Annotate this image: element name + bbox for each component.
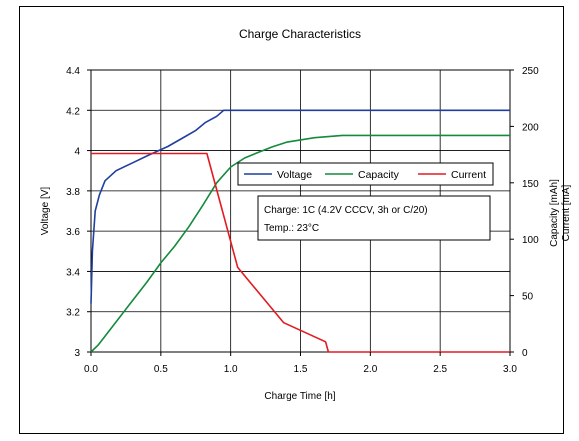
y-tick-label-right: 50 [522,292,534,303]
legend-label-current: Current [451,169,486,181]
y-tick-label-left: 4 [74,147,80,158]
x-tick-label: 1.5 [294,364,308,375]
legend: Voltage Capacity Current [237,162,494,186]
x-tick-label: 0.0 [84,364,98,375]
chart-title: Charge Characteristics [239,27,361,41]
y-tick-label-left: 3.6 [66,227,80,238]
y-tick-label-right: 250 [522,66,539,77]
y-tick-label-left: 3.2 [66,308,80,319]
series-line-voltage [90,109,510,304]
series-line-current [91,152,510,353]
legend-label-voltage: Voltage [277,169,312,181]
y-tick-label-left: 4.4 [66,66,80,77]
tick-labels: 0.0 0.5 1.0 1.5 2.0 2.5 3.0 3 3.2 3.4 3.6 3.8 4 4.2 4.… [66,66,539,375]
annotation-box [257,195,491,241]
x-tick-label: 0.5 [154,364,168,375]
x-tick-label: 2.0 [363,364,377,375]
annotation-line-temp: Temp.: 23°C [264,223,319,234]
annotation: Charge: 1C (4.2V CCCV, 3h or C/20) Temp.… [257,195,491,241]
y-axis-label-right-current: Current [mA] [561,184,572,241]
annotation-line-charge: Charge: 1C (4.2V CCCV, 3h or C/20) [264,205,428,216]
y-tick-label-left: 3 [74,348,80,359]
y-tick-label-right: 0 [522,348,528,359]
x-tick-label: 1.0 [224,364,238,375]
series-layer [90,109,510,353]
y-tick-label-left: 3.8 [66,187,80,198]
legend-label-capacity: Capacity [358,169,400,181]
y-axis-label-left: Voltage [V] [40,187,51,236]
y-tick-label-left: 4.2 [66,106,80,117]
y-axis-label-right-capacity: Capacity [mAh] [549,179,560,247]
x-tick-label: 3.0 [503,364,517,375]
y-tick-label-left: 3.4 [66,267,80,278]
x-axis-label: Charge Time [h] [264,391,335,402]
x-tick-label: 2.5 [433,364,447,375]
legend-box [237,162,494,186]
y-tick-label-right: 200 [522,122,539,133]
series-line-capacity [90,134,510,353]
y-tick-label-right: 100 [522,235,539,246]
y-tick-label-right: 150 [522,179,539,190]
